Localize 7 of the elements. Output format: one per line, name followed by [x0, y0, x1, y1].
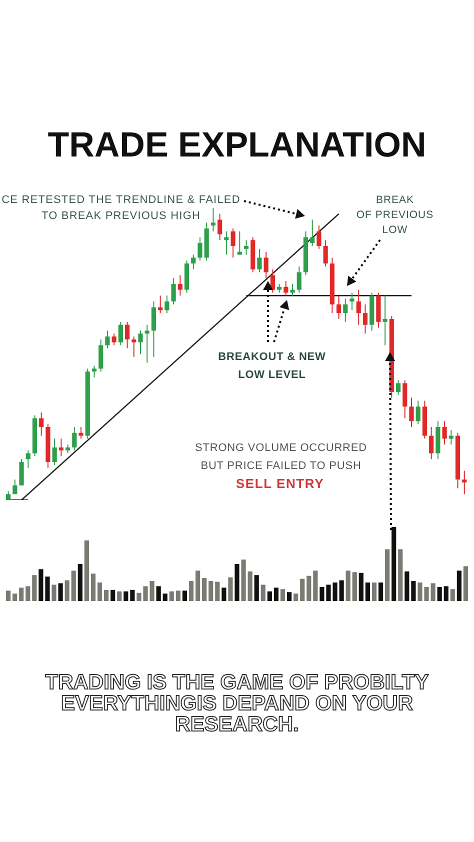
annotation: BREAKOUT & NEW LOW LEVEL	[217, 350, 327, 383]
annotation: BREAK OF PREVIOUS LOW	[355, 193, 435, 238]
annotation: STRONG VOLUME OCCURRED BUT PRICE FAILED TO PUSH	[194, 441, 368, 474]
chart-title: TRADE EXPLANATION	[48, 126, 426, 164]
text: TRADING IS THE GAME OF PROBILTY EVERYTHINGIS DEPAND ON YOUR RESEARCH.	[44, 671, 430, 736]
annotation: SELL ENTRY	[234, 475, 326, 493]
annotation: CE RETESTED THE TRENDLINE & FAILED TO BREAK PREVIOUS HIGH	[0, 193, 242, 224]
